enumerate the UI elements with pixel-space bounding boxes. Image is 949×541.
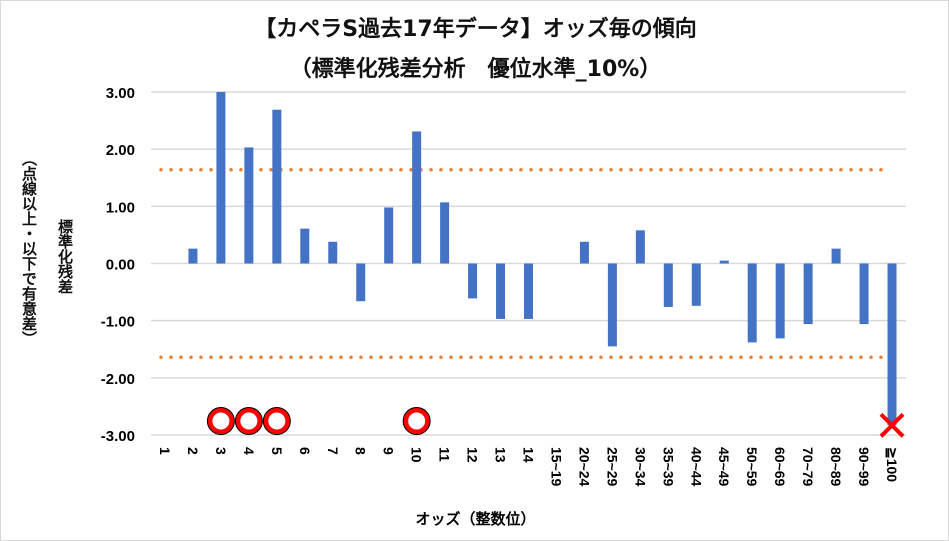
bar: [300, 228, 310, 264]
y-axis-label: 標準化残差: [56, 219, 74, 294]
bar: [663, 263, 673, 307]
bar: [272, 109, 282, 264]
bar: [635, 230, 645, 264]
significant-high-circle-icon: [235, 407, 263, 435]
bar: [803, 263, 813, 325]
x-tick-label: 4: [241, 447, 257, 455]
significant-low-cross-icon: [879, 412, 905, 438]
bar: [607, 263, 617, 347]
bar: [468, 263, 478, 299]
x-tick-label: ≧100: [884, 447, 900, 482]
bar: [747, 263, 757, 343]
chart-title: 【カペラS過去17年データ】オッズ毎の傾向: [254, 17, 697, 42]
bar: [691, 263, 701, 306]
x-tick-label: 90~99: [856, 447, 872, 487]
x-tick-label: 80~89: [828, 447, 844, 487]
x-tick-label: 11: [437, 447, 453, 462]
bar: [216, 92, 226, 264]
significant-high-circle-icon: [403, 407, 431, 435]
x-tick-label: 60~69: [772, 447, 788, 487]
bar: [412, 131, 422, 264]
x-tick-label: 13: [493, 447, 509, 463]
bar: [887, 263, 897, 426]
bar: [328, 241, 338, 264]
circle-outline: [262, 407, 291, 435]
x-tick-label: 7: [325, 447, 341, 455]
circle-outline: [206, 407, 235, 435]
x-tick-label: 14: [521, 447, 537, 463]
x-tick-label: 45~49: [716, 447, 732, 487]
y-tick-label: -2.00: [101, 371, 135, 388]
y-tick-label: -1.00: [101, 314, 135, 331]
x-tick-label: 12: [465, 447, 481, 463]
circle-outline: [402, 407, 431, 435]
y-tick-label: -3.00: [101, 428, 135, 445]
circle-outline: [234, 407, 263, 435]
bar: [524, 263, 533, 319]
bar: [356, 263, 366, 302]
bar: [859, 263, 869, 325]
x-axis-label: オッズ（整数位）: [415, 510, 536, 528]
x-tick-label: 5: [269, 447, 285, 455]
bar: [440, 202, 450, 264]
y-tick-label: 0.00: [106, 257, 135, 274]
x-tick-label: 15~19: [548, 447, 564, 487]
bar: [384, 207, 394, 264]
bar: [831, 248, 841, 264]
significant-high-circle-icon: [263, 407, 291, 435]
x-tick-label: 6: [297, 447, 313, 455]
bar: [188, 248, 198, 264]
y-tick-label: 1.00: [106, 199, 135, 216]
x-tick-label: 9: [381, 447, 397, 455]
x-tick-label: 40~44: [688, 447, 704, 487]
y-tick-label: 3.00: [106, 85, 135, 102]
x-tick-label: 10: [409, 447, 425, 463]
x-tick-label: 2: [185, 447, 201, 455]
significant-high-circle-icon: [207, 407, 235, 435]
x-tick-label: 3: [213, 447, 229, 455]
bar: [775, 263, 785, 339]
y-axis-note: （点線以上・以下で有意差）: [20, 151, 38, 346]
x-tick-label: 35~39: [660, 447, 676, 487]
chart-subtitle: （標準化残差分析 優位水準_10%）: [289, 57, 662, 82]
bar: [719, 260, 729, 264]
x-tick-label: 1: [157, 447, 173, 455]
bar: [244, 147, 254, 264]
bar: [579, 241, 589, 264]
x-tick-label: 20~24: [576, 447, 592, 487]
x-tick-label: 8: [353, 447, 369, 455]
x-tick-label: 25~29: [604, 447, 620, 487]
x-tick-label: 50~59: [744, 447, 760, 487]
x-tick-label: 70~79: [800, 447, 816, 487]
bar: [496, 263, 506, 319]
x-tick-label: 30~34: [632, 447, 648, 487]
y-tick-label: 2.00: [106, 142, 135, 159]
